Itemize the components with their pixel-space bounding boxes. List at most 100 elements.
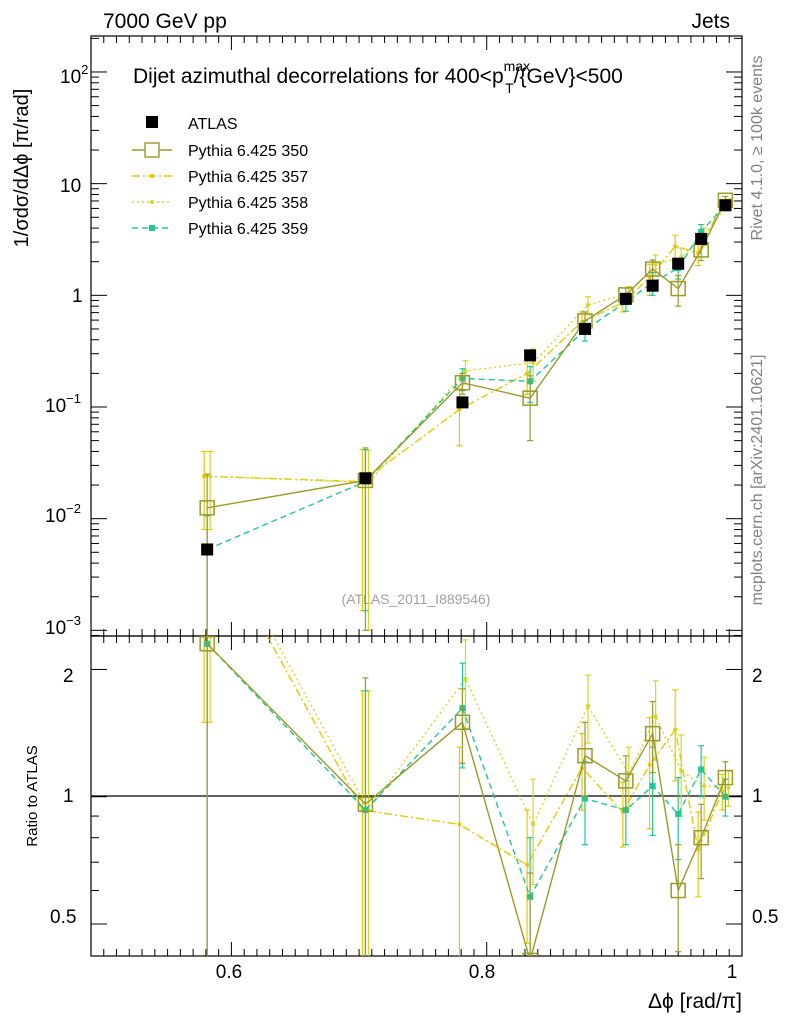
xtick-label-0.8: 0.8 xyxy=(469,962,495,983)
ratio-marker xyxy=(585,703,590,708)
ratio-marker xyxy=(581,795,588,802)
main-ylabel: 1/σdσ/dΔϕ [π/rad] xyxy=(11,89,33,248)
xtick-label-1: 1 xyxy=(727,962,738,983)
energy-label: 7000 GeV pp xyxy=(103,10,227,33)
rivet-label: Rivet 4.1.0, ≥ 100k events xyxy=(749,56,766,241)
legend-label-350: Pythia 6.425 350 xyxy=(188,143,308,160)
ratio-marker xyxy=(457,822,462,827)
main-marker xyxy=(202,474,207,479)
main-marker xyxy=(653,262,658,267)
legend-marker-350 xyxy=(144,142,160,158)
main-marker xyxy=(199,500,215,516)
atlas-data-point xyxy=(646,279,659,292)
ratio-marker xyxy=(670,882,686,899)
ratio-ytick-labels: 2 1 0.5 2 1 0.5 xyxy=(50,666,778,928)
ytick-label-100: 102 xyxy=(60,62,88,88)
main-series-layer xyxy=(199,192,734,636)
atlas-data-point xyxy=(619,292,632,305)
legend-marker-357 xyxy=(150,174,154,178)
legend-label-atlas: ATLAS xyxy=(188,116,238,133)
atlas-data-point xyxy=(201,543,214,556)
ratio-marker xyxy=(522,952,538,956)
ytick-label-0.01: 10−2 xyxy=(45,501,81,527)
ratio-series-layer xyxy=(199,636,734,956)
ytick-label-1: 1 xyxy=(72,286,83,307)
legend: ATLAS Pythia 6.425 350 Pythia 6.425 357 … xyxy=(132,116,308,238)
legend-marker-atlas xyxy=(146,116,158,128)
main-marker xyxy=(585,302,590,307)
ratio-ytick-label-0.5-left: 0.5 xyxy=(50,907,76,928)
mcplots-label: mcplots.cern.ch [arXiv:2401.10621] xyxy=(749,355,766,606)
main-marker xyxy=(673,244,678,249)
axis-ticks xyxy=(90,36,743,956)
main-marker xyxy=(670,280,686,297)
atlas-data-point xyxy=(456,396,469,409)
main-marker xyxy=(644,261,661,277)
ratio-marker xyxy=(463,676,468,681)
ratio-ytick-label-1-left: 1 xyxy=(63,786,74,807)
main-marker xyxy=(531,360,536,365)
ratio-marker xyxy=(577,748,593,764)
ratio-marker xyxy=(679,769,684,774)
ratio-line-358 xyxy=(272,636,729,827)
main-ytick-labels: 102 10 1 10−1 10−2 10−3 xyxy=(45,62,88,639)
legend-label-359: Pythia 6.425 359 xyxy=(188,221,308,238)
main-line-357 xyxy=(204,203,724,483)
ratio-marker xyxy=(618,773,634,789)
ratio-marker xyxy=(649,783,656,790)
atlas-data-point xyxy=(524,349,537,362)
ratio-marker xyxy=(698,766,705,773)
atlas-data-point xyxy=(578,322,591,335)
atlas-data-point xyxy=(359,472,372,485)
ratio-ylabel: Ratio to ATLAS xyxy=(24,745,41,846)
legend-marker-358 xyxy=(150,200,154,204)
ratio-marker xyxy=(644,725,661,742)
x-axis-label: Δϕ [rad/π] xyxy=(648,990,742,1013)
main-marker xyxy=(454,374,471,391)
ratio-line-357 xyxy=(266,636,724,866)
ratio-ytick-label-1-right: 1 xyxy=(752,786,763,807)
analysis-tag: (ATLAS_2011_I889546) xyxy=(342,591,491,607)
ytick-label-10: 10 xyxy=(60,176,81,197)
atlas-data-point xyxy=(672,257,685,270)
legend-label-357: Pythia 6.425 357 xyxy=(188,169,308,186)
ratio-marker xyxy=(673,727,678,732)
ratio-marker xyxy=(199,636,215,652)
plot-title: Dijet azimuthal decorrelations for 400<p… xyxy=(133,58,623,96)
atlas-data-point xyxy=(695,232,708,245)
ratio-marker xyxy=(357,796,374,812)
ytick-label-0.001: 10−3 xyxy=(45,613,81,639)
legend-label-358: Pythia 6.425 358 xyxy=(188,195,308,212)
ratio-marker xyxy=(647,762,652,767)
ratio-marker xyxy=(531,822,536,827)
xtick-labels: 0.6 0.8 1 xyxy=(216,962,738,983)
ratio-marker xyxy=(717,769,734,786)
ratio-ytick-label-2-right: 2 xyxy=(752,666,763,687)
ratio-marker xyxy=(525,862,530,867)
xtick-label-0.6: 0.6 xyxy=(216,962,242,983)
legend-marker-359 xyxy=(149,225,155,231)
main-marker xyxy=(457,407,462,412)
atlas-data-point xyxy=(719,199,732,212)
ratio-ytick-label-0.5-right: 0.5 xyxy=(752,907,778,928)
process-label: Jets xyxy=(691,10,730,33)
ratio-marker xyxy=(454,714,471,731)
main-marker xyxy=(698,228,705,235)
ratio-marker xyxy=(702,784,707,789)
ratio-marker xyxy=(675,811,682,818)
ratio-ytick-label-2-left: 2 xyxy=(63,666,74,687)
main-line-358 xyxy=(210,202,729,484)
ytick-label-0.1: 10−1 xyxy=(45,391,81,417)
main-marker xyxy=(525,371,530,376)
main-line-350 xyxy=(207,199,727,509)
main-marker xyxy=(463,369,468,374)
main-marker xyxy=(208,474,213,479)
main-line-359 xyxy=(206,204,726,551)
ratio-marker xyxy=(653,714,658,719)
ratio-line-350 xyxy=(206,643,727,956)
ratio-marker xyxy=(693,829,709,846)
ratio-marker xyxy=(726,785,731,790)
ratio-marker xyxy=(722,793,729,800)
ratio-line-359 xyxy=(206,643,726,899)
